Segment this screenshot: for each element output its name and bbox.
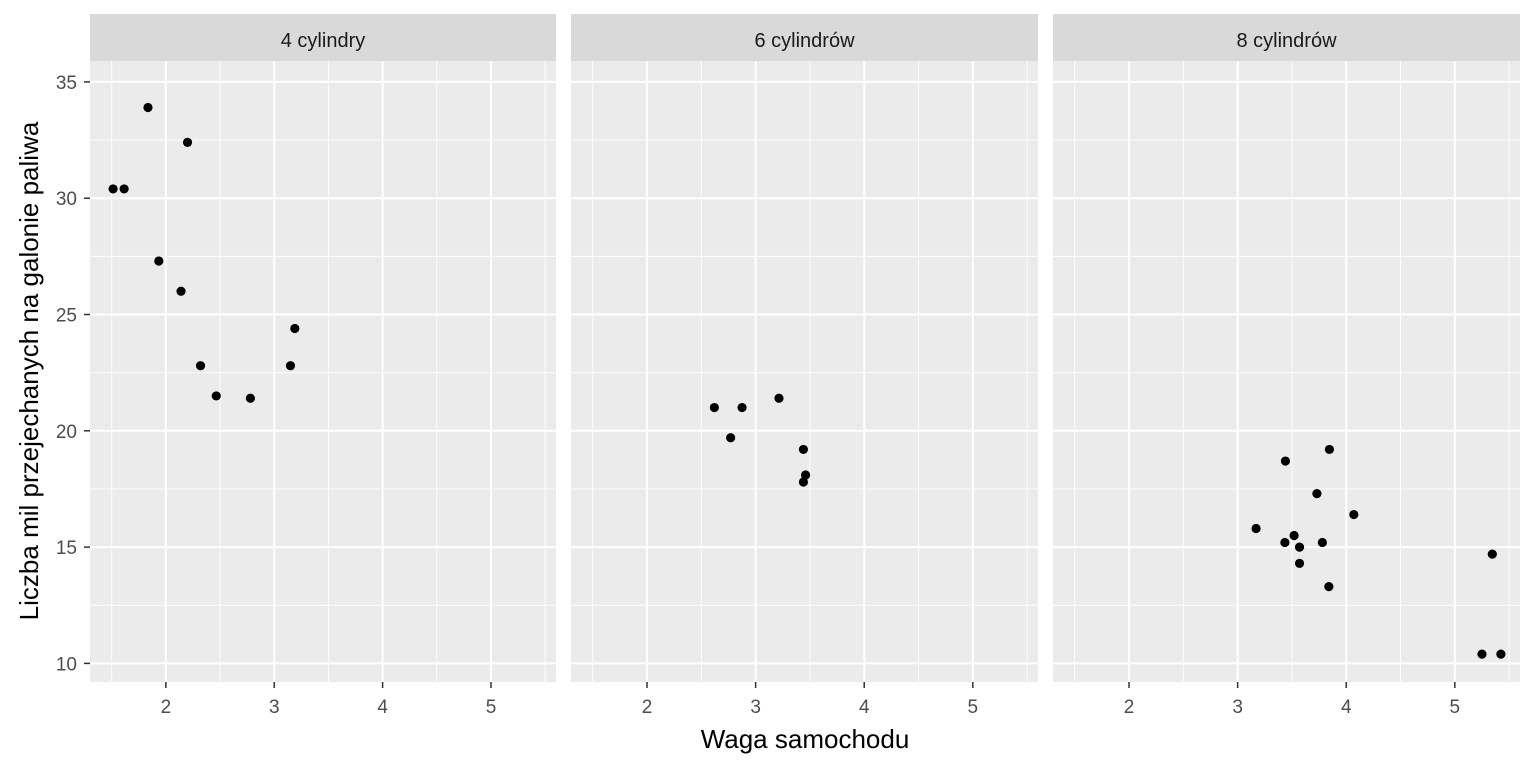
y-tick-label: 10 xyxy=(56,654,77,675)
x-axis-title: Waga samochodu xyxy=(701,724,910,754)
data-point xyxy=(798,444,809,455)
data-point xyxy=(285,361,296,371)
data-point xyxy=(1496,649,1506,659)
facet-strip-label: 6 cylindrów xyxy=(754,30,855,52)
data-point xyxy=(1312,489,1322,499)
y-axis-title: Liczba mil przejechanych na galonie pali… xyxy=(14,121,44,620)
facet-strip-label: 4 cylindry xyxy=(281,30,365,52)
data-point xyxy=(245,393,255,403)
x-tick-label: 2 xyxy=(642,697,653,718)
data-point xyxy=(1289,530,1299,541)
facet-strip xyxy=(90,14,556,61)
facet-panel: 6 cylindrów 2 3 4 5 xyxy=(571,14,1038,718)
panel-background xyxy=(1053,61,1520,682)
data-point xyxy=(119,184,129,194)
x-tick-label: 5 xyxy=(486,697,497,718)
data-point xyxy=(1324,444,1334,455)
x-tick-label: 5 xyxy=(968,697,979,718)
facet-panel: 4 cylindry 2 3 4 5 xyxy=(90,14,556,718)
y-axis: 10 15 20 25 30 35 xyxy=(56,73,90,675)
data-point xyxy=(1349,509,1359,520)
x-tick-label: 3 xyxy=(750,697,761,718)
panel-background xyxy=(571,61,1038,682)
data-point xyxy=(1487,549,1497,559)
data-point xyxy=(737,402,747,413)
panel-background xyxy=(90,61,556,682)
y-tick-label: 20 xyxy=(56,422,77,443)
data-point xyxy=(143,102,153,113)
y-tick-label: 30 xyxy=(56,189,77,210)
data-point xyxy=(195,361,206,371)
y-tick-label: 25 xyxy=(56,306,77,327)
y-tick-label: 15 xyxy=(56,538,77,559)
data-point xyxy=(1294,542,1305,552)
data-point xyxy=(211,391,221,401)
facet-strip xyxy=(1053,14,1520,61)
data-point xyxy=(176,286,186,296)
data-point xyxy=(709,402,719,413)
data-point xyxy=(800,470,811,480)
y-tick-label: 35 xyxy=(56,73,77,94)
data-point xyxy=(1477,649,1487,659)
facet-strip-label: 8 cylindrów xyxy=(1236,30,1337,52)
x-tick-label: 3 xyxy=(269,697,280,718)
data-point xyxy=(290,323,300,334)
data-point xyxy=(108,184,118,194)
data-point xyxy=(1317,537,1327,548)
x-tick-label: 4 xyxy=(859,697,870,718)
x-tick-label: 4 xyxy=(1341,697,1352,718)
facet-strip xyxy=(571,14,1038,61)
facet-panel: 8 cylindrów 2 3 4 5 xyxy=(1053,14,1520,718)
data-point xyxy=(1251,523,1261,534)
x-tick-label: 3 xyxy=(1232,697,1243,718)
data-point xyxy=(798,477,809,487)
x-tick-label: 2 xyxy=(1124,697,1135,718)
data-point xyxy=(1294,558,1305,568)
data-point xyxy=(1324,582,1334,592)
x-tick-label: 2 xyxy=(161,697,172,718)
data-point xyxy=(154,256,164,266)
x-tick-label: 4 xyxy=(377,697,388,718)
data-point xyxy=(182,137,193,148)
data-point xyxy=(726,433,736,443)
x-tick-label: 5 xyxy=(1450,697,1461,718)
data-point xyxy=(1280,456,1291,466)
data-point xyxy=(1280,537,1290,548)
data-point xyxy=(774,393,784,403)
